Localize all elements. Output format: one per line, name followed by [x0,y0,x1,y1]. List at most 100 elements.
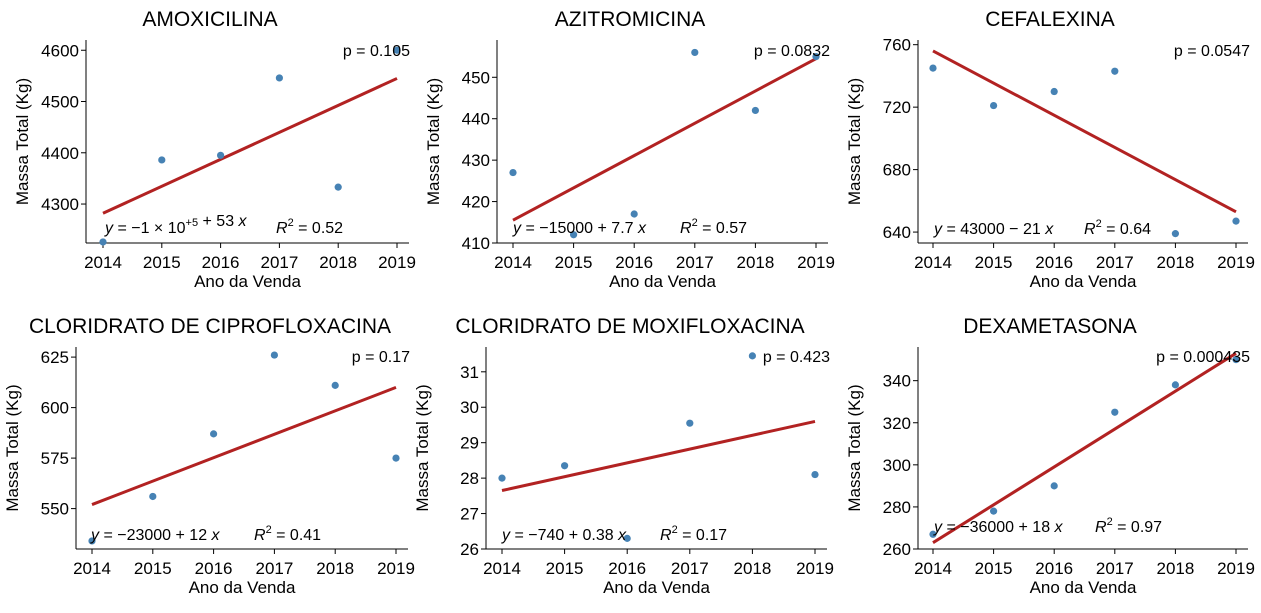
data-point [1111,408,1119,416]
x-tick-label: 2014 [914,253,952,272]
r2-superscript: 2 [266,524,272,536]
y-tick-label: 420 [462,193,490,212]
x-axis-label: Ano da Venda [609,272,716,291]
y-tick-label: 31 [460,363,479,382]
x-tick-label: 2015 [975,559,1013,578]
y-tick-label: 260 [883,540,911,559]
r2-symbol: R [1095,519,1107,536]
r-squared-label: R2 = 0.64 [1084,218,1151,238]
equation-part: = −740 + 0.38 [510,527,618,544]
r2-symbol: R [1084,221,1096,238]
r-squared-label: R2 = 0.57 [680,217,747,237]
data-point [1171,230,1179,238]
panel-5: CLORIDRATO DE MOXIFLOXACINA 26 27 28 29 30 31 2… [413,315,834,597]
panel-6: DEXAMETASONA 260 280 300 320 340 2014 2015 2016 2… [845,315,1255,597]
equation-variable: y [512,220,522,237]
panel-title: DEXAMETASONA [963,315,1136,338]
equation-superscript: +5 [186,217,199,229]
data-point [990,507,998,515]
regression-line [501,419,816,492]
panel-title: CLORIDRATO DE CIPROFLOXACINA [29,315,391,338]
r2-superscript: 2 [288,217,294,229]
x-axis-label: Ano da Venda [194,272,301,291]
panel-title: AZITROMICINA [555,8,706,31]
data-point [691,48,699,57]
x-tick-label: 2014 [73,559,111,578]
regression-line [512,57,817,222]
regression-line [932,49,1237,214]
x-tick-label: 2016 [195,559,233,578]
r-squared-label: R2 = 0.41 [254,524,321,544]
r2-value: = 0.52 [294,220,343,237]
y-tick-label: 4300 [41,195,79,214]
x-tick-label: 2019 [1217,253,1255,272]
equation-part: = −1 × [113,220,168,237]
y-tick-label: 340 [883,372,911,391]
equation-part: + 53 [198,213,238,230]
panel-3: CEFALEXINA 640 680 720 760 2014 2015 2016 2017 20… [845,8,1255,291]
data-point [686,419,694,427]
y-tick-label: 440 [462,110,490,129]
equation-part: = −15000 + 7.7 [521,220,638,237]
data-point [748,352,757,360]
data-point [929,64,937,72]
y-tick-label: 4600 [41,41,79,60]
data-point [1232,356,1240,364]
y-tick-label: 4400 [41,144,79,163]
panel-title: CLORIDRATO DE MOXIFLOXACINA [455,315,804,338]
x-axis-label: Ano da Venda [189,578,296,597]
p-value-label: p = 0.000435 [1156,349,1250,366]
data-point [334,183,342,191]
data-point [751,106,760,115]
x-tick-label: 2019 [797,253,835,272]
data-point [99,238,107,246]
y-tick-label: 30 [460,398,479,417]
panel-title: AMOXICILINA [142,8,277,31]
x-tick-label: 2016 [615,253,653,272]
y-tick-label: 600 [41,399,69,418]
data-point [509,168,517,177]
x-tick-label: 2018 [316,559,354,578]
y-axis-label: Massa Total (Kg) [13,78,32,205]
equation-part: 10 [168,220,186,237]
data-point [392,454,400,462]
equation-variable: x [1044,221,1054,238]
x-axis-label: Ano da Venda [1030,272,1137,291]
y-tick-label: 280 [883,498,911,517]
equation-variable: x [637,220,647,237]
y-tick-label: 575 [41,449,69,468]
regression-equation: y = 43000 − 21 x [933,221,1054,238]
regression-line [932,352,1237,544]
equation-part: = −36000 + 18 [942,519,1055,536]
r2-superscript: 2 [1107,516,1113,528]
panel-title: CEFALEXINA [985,8,1115,31]
equation-variable: y [501,527,511,544]
regression-equation: y = −15000 + 7.7 x [512,220,647,237]
y-axis-label: Massa Total (Kg) [424,78,443,205]
data-point [1111,67,1119,75]
data-point [217,151,225,159]
y-tick-label: 410 [462,234,490,253]
x-tick-label: 2016 [608,559,646,578]
x-tick-label: 2017 [1096,559,1134,578]
regression-equation: y = −36000 + 18 x [933,519,1064,536]
x-tick-label: 2014 [494,253,532,272]
x-tick-label: 2017 [676,253,714,272]
y-tick-label: 450 [462,68,490,87]
y-tick-label: 29 [460,434,479,453]
equation-variable: x [1054,519,1064,536]
r2-superscript: 2 [672,524,678,536]
data-point [811,470,819,479]
x-tick-label: 2014 [84,253,122,272]
y-tick-label: 28 [460,469,479,488]
x-tick-label: 2018 [736,253,774,272]
y-tick-label: 430 [462,151,490,170]
regression-equation: y = −23000 + 12 x [90,527,221,544]
r2-symbol: R [276,220,288,237]
panel-4: CLORIDRATO DE CIPROFLOXACINA 550 575 600 625… [3,315,415,597]
p-value-label: p = 0.0547 [1174,43,1250,60]
data-point [498,474,506,482]
x-tick-label: 2019 [377,559,415,578]
y-axis-label: Massa Total (Kg) [413,384,432,511]
y-axis-label: Massa Total (Kg) [845,78,864,205]
